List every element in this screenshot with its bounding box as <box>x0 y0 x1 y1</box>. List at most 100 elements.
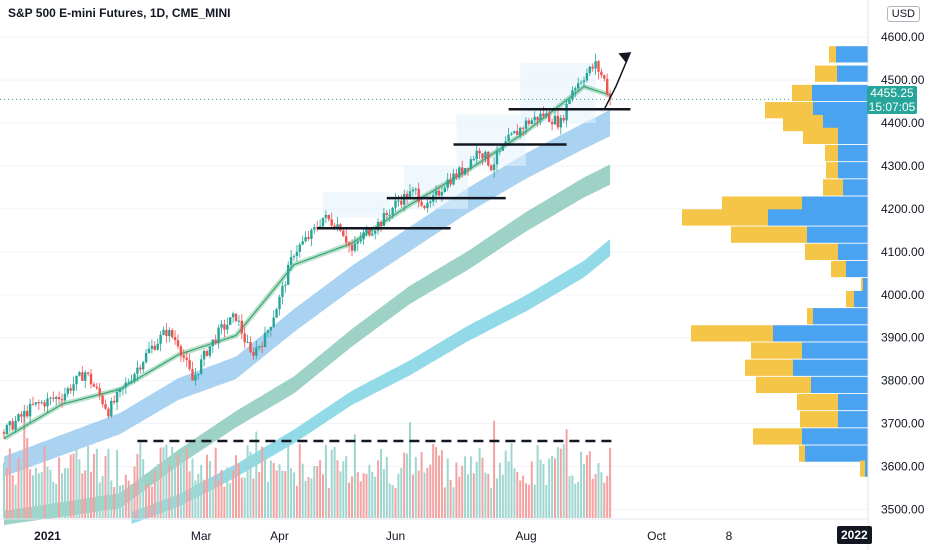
candle-body <box>521 127 525 129</box>
volume-bar <box>382 469 385 518</box>
volume-profile-sell <box>837 65 868 82</box>
volume-bar <box>539 459 542 518</box>
volume-bar <box>188 471 191 518</box>
volume-bar <box>61 473 63 518</box>
candle-body <box>452 173 455 185</box>
candle-body <box>353 243 357 251</box>
candle-body <box>150 345 154 349</box>
y-tick-label: 3800.00 <box>881 374 925 388</box>
volume-profile-sell <box>802 342 868 359</box>
volume-bar <box>542 464 545 518</box>
x-tick-label: Oct <box>647 529 666 543</box>
candle-body <box>391 207 394 215</box>
candle-body <box>550 121 554 125</box>
volume-bar <box>371 471 374 518</box>
volume-profile-buy <box>826 162 838 179</box>
volume-bar <box>394 487 397 518</box>
candle-body <box>101 395 104 405</box>
volume-bar <box>249 451 252 518</box>
candle-body <box>60 399 64 401</box>
volume-profile-sell <box>836 46 868 63</box>
volume-bar <box>603 482 606 518</box>
y-tick-label: 4300.00 <box>881 159 925 173</box>
volume-bar <box>481 457 484 518</box>
volume-bar <box>121 485 124 518</box>
volume-bar <box>66 468 69 518</box>
x-tick-label: Mar <box>191 529 212 543</box>
volume-bar <box>29 469 32 518</box>
candle-body <box>484 151 487 159</box>
volume-bar <box>226 467 229 518</box>
candle-body <box>411 189 415 192</box>
volume-bar <box>574 483 577 518</box>
volume-bar <box>345 456 348 518</box>
candle-body <box>162 329 165 335</box>
range-box <box>456 114 526 166</box>
candle-body <box>397 200 400 202</box>
volume-bar <box>208 461 211 518</box>
volume-bar <box>58 457 61 518</box>
volume-bar <box>455 462 458 518</box>
volume-bar <box>406 453 409 518</box>
candle-body <box>231 313 235 318</box>
candle-body <box>205 351 209 356</box>
candle-body <box>295 251 299 257</box>
candle-body <box>147 348 151 353</box>
volume-bar <box>191 458 194 518</box>
volume-profile-sell <box>802 428 868 445</box>
candle-body <box>449 179 452 185</box>
candle-body <box>330 219 333 226</box>
volume-profile-sell <box>854 290 868 308</box>
candle-body <box>17 414 20 421</box>
volume-bar <box>185 448 188 518</box>
volume-bar <box>385 456 388 518</box>
volume-bar <box>124 474 127 518</box>
candle-body <box>258 346 261 348</box>
candle-body <box>8 421 11 426</box>
volume-bar <box>397 473 400 518</box>
volume-bar <box>449 479 452 518</box>
volume-bar <box>400 468 403 518</box>
volume-bar <box>261 446 264 518</box>
candle-body <box>365 229 368 233</box>
volume-bar <box>319 460 322 518</box>
volume-profile-buy <box>722 196 802 213</box>
volume-bar <box>168 465 171 518</box>
volume-bar <box>609 447 612 518</box>
candle-body <box>14 420 17 430</box>
volume-bar <box>478 447 481 518</box>
volume-bar <box>52 481 55 518</box>
currency-label[interactable]: USD <box>886 6 920 22</box>
candle-body <box>562 117 565 121</box>
candle-body <box>40 402 43 404</box>
y-tick-label: 4600.00 <box>881 30 925 44</box>
volume-bar <box>342 461 345 518</box>
volume-profile-buy <box>799 445 805 462</box>
candle-body <box>510 133 513 135</box>
candle-body <box>342 230 345 237</box>
volume-profile-buy <box>823 179 843 196</box>
volume-profile-buy <box>829 46 836 63</box>
chart-title: S&P 500 E-mini Futures, 1D, CME_MINI <box>8 6 231 20</box>
candle-body <box>574 88 577 91</box>
candle-body <box>75 375 78 385</box>
candle-body <box>324 214 328 218</box>
candle-body <box>266 330 270 333</box>
volume-profile-sell <box>813 308 868 325</box>
volume-bar <box>87 445 90 518</box>
volume-profile-sell <box>838 144 868 162</box>
volume-bar <box>507 461 510 518</box>
volume-bar <box>504 450 507 518</box>
volume-profile-buy <box>745 359 793 376</box>
volume-bar <box>206 454 208 518</box>
volume-bar <box>446 458 449 518</box>
candle-body <box>559 117 562 128</box>
volume-bar <box>438 455 440 518</box>
volume-bar <box>127 480 130 518</box>
volume-bar <box>130 484 133 518</box>
volume-profile-sell <box>812 84 868 102</box>
x-tick-label: Apr <box>270 529 289 543</box>
candle-body <box>46 398 49 407</box>
volume-bar <box>348 482 351 518</box>
